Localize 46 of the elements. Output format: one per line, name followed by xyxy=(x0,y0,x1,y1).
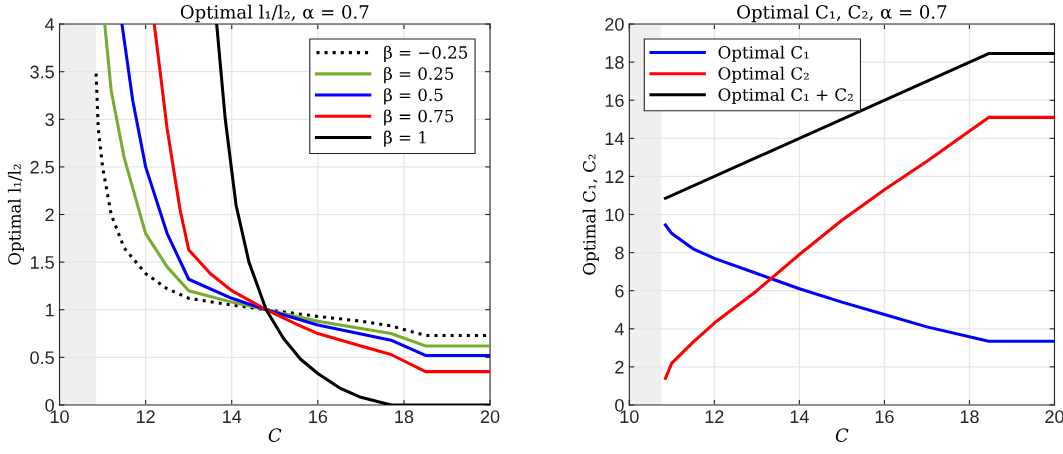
y-tick-label: 0 xyxy=(615,398,624,412)
legend-label: β = −0.25 xyxy=(384,45,468,62)
x-axis-title: C xyxy=(835,428,849,443)
x-tick-label: 14 xyxy=(223,410,242,423)
x-tick-label: 20 xyxy=(480,410,500,424)
legend-label: β = 0.5 xyxy=(384,88,443,105)
y-tick-label: 2 xyxy=(615,360,624,374)
y-tick-label: 12 xyxy=(605,170,624,183)
y-axis-title: Optimal C₁, C₂ xyxy=(582,154,599,275)
legend-label: β = 1 xyxy=(384,130,426,147)
y-tick-label: 4 xyxy=(614,322,624,336)
chart-title: Optimal C₁, C₂, α = 0.7 xyxy=(737,4,947,23)
legend-label: Optimal C₂ xyxy=(718,66,809,83)
x-tick-label: 12 xyxy=(136,410,155,423)
y-tick-label: 20 xyxy=(605,18,624,31)
y-tick-label: 0 xyxy=(45,398,54,412)
y-tick-label: 18 xyxy=(605,56,624,69)
y-tick-label: 3 xyxy=(45,113,54,127)
legend-label: Optimal C₁ xyxy=(718,45,809,62)
x-tick-label: 12 xyxy=(705,410,724,423)
y-tick-label: 4 xyxy=(45,18,55,31)
line-series xyxy=(663,223,1055,343)
x-tick-label: 18 xyxy=(960,410,979,424)
y-tick-label: 3.5 xyxy=(30,65,54,79)
chart-title: Optimal l₁/l₂, α = 0.7 xyxy=(180,4,369,23)
legend-label: Optimal C₁ + C₂ xyxy=(718,87,853,105)
x-tick-label: 14 xyxy=(790,410,809,423)
y-tick-label: 10 xyxy=(605,208,624,222)
y-tick-label: 14 xyxy=(605,132,624,145)
x-tick-label: 16 xyxy=(309,410,328,424)
y-tick-label: 6 xyxy=(615,284,624,298)
y-axis-title: Optimal l₁/l₂ xyxy=(7,164,25,265)
y-tick-label: 2.5 xyxy=(30,160,54,174)
y-tick-label: 16 xyxy=(605,94,624,107)
line-series xyxy=(663,115,1055,380)
x-axis-title: C xyxy=(268,428,282,443)
x-tick-label: 18 xyxy=(395,410,414,424)
y-tick-label: 1.5 xyxy=(30,256,54,269)
legend-label: β = 0.25 xyxy=(384,66,454,84)
y-tick-label: 2 xyxy=(45,208,54,222)
y-tick-label: 1 xyxy=(46,303,54,317)
x-tick-label: 16 xyxy=(875,410,894,424)
y-tick-label: 8 xyxy=(615,246,624,260)
legend-label: β = 0.75 xyxy=(384,109,454,126)
y-tick-label: 0.5 xyxy=(30,351,54,365)
x-tick-label: 20 xyxy=(1045,410,1063,424)
